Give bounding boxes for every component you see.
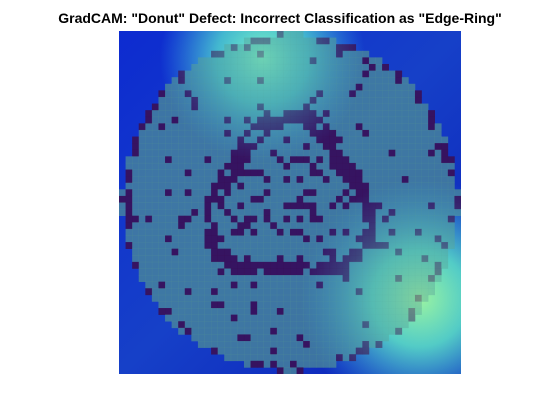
heatmap-overlay-bottom xyxy=(119,31,461,374)
figure-title: GradCAM: "Donut" Defect: Incorrect Class… xyxy=(58,10,502,26)
gradcam-image-axes xyxy=(119,31,461,374)
wafer-die-grid xyxy=(119,31,461,374)
gradcam-heatmap-image xyxy=(119,31,461,374)
